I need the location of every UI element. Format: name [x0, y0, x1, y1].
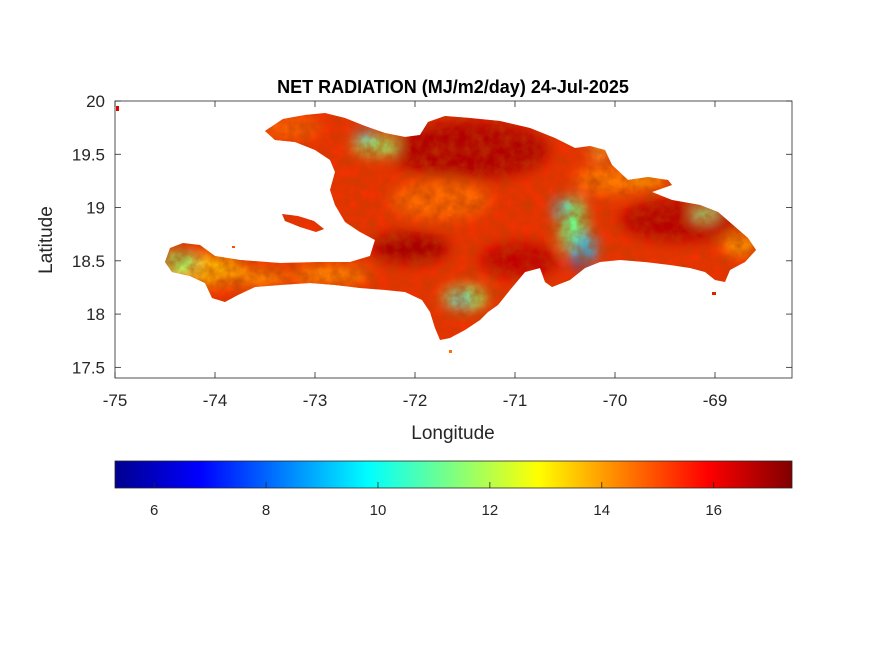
x-tick-label: -74	[203, 391, 228, 410]
colorbar-tick-label: 14	[593, 502, 610, 519]
y-axis-label: Latitude	[36, 206, 57, 274]
x-tick-label: -73	[303, 391, 328, 410]
x-axis: -75 -74 -73 -72 -71 -70 -69	[103, 101, 728, 410]
x-axis-label: Longitude	[411, 423, 494, 444]
y-tick-label: 19	[86, 199, 105, 218]
colorbar-axis: 6 8 10 12 14 16	[150, 482, 722, 519]
x-tick-label: -69	[703, 391, 728, 410]
x-tick-label: -72	[403, 391, 428, 410]
colorbar-tick-label: 12	[482, 502, 499, 519]
x-tick-label: -75	[103, 391, 128, 410]
islet-marker	[449, 350, 452, 353]
x-tick-label: -71	[503, 391, 528, 410]
y-tick-label: 17.5	[72, 358, 105, 377]
islet-marker	[712, 292, 716, 295]
y-axis: 17.5 18 18.5 19 19.5 20	[72, 92, 792, 377]
y-tick-label: 19.5	[72, 145, 105, 164]
colorbar-tick-label: 8	[262, 502, 270, 519]
islet-marker	[116, 106, 119, 111]
colorbar	[114, 460, 793, 489]
x-tick-label: -70	[603, 391, 628, 410]
islet-marker	[232, 246, 235, 248]
colorbar-tick-label: 16	[705, 502, 722, 519]
y-tick-label: 20	[86, 92, 105, 111]
y-tick-label: 18.5	[72, 252, 105, 271]
colorbar-tick-label: 6	[150, 502, 158, 519]
chart-title: NET RADIATION (MJ/m2/day) 24-Jul-2025	[277, 77, 629, 97]
y-tick-label: 18	[86, 305, 105, 324]
colorbar-tick-label: 10	[370, 502, 387, 519]
